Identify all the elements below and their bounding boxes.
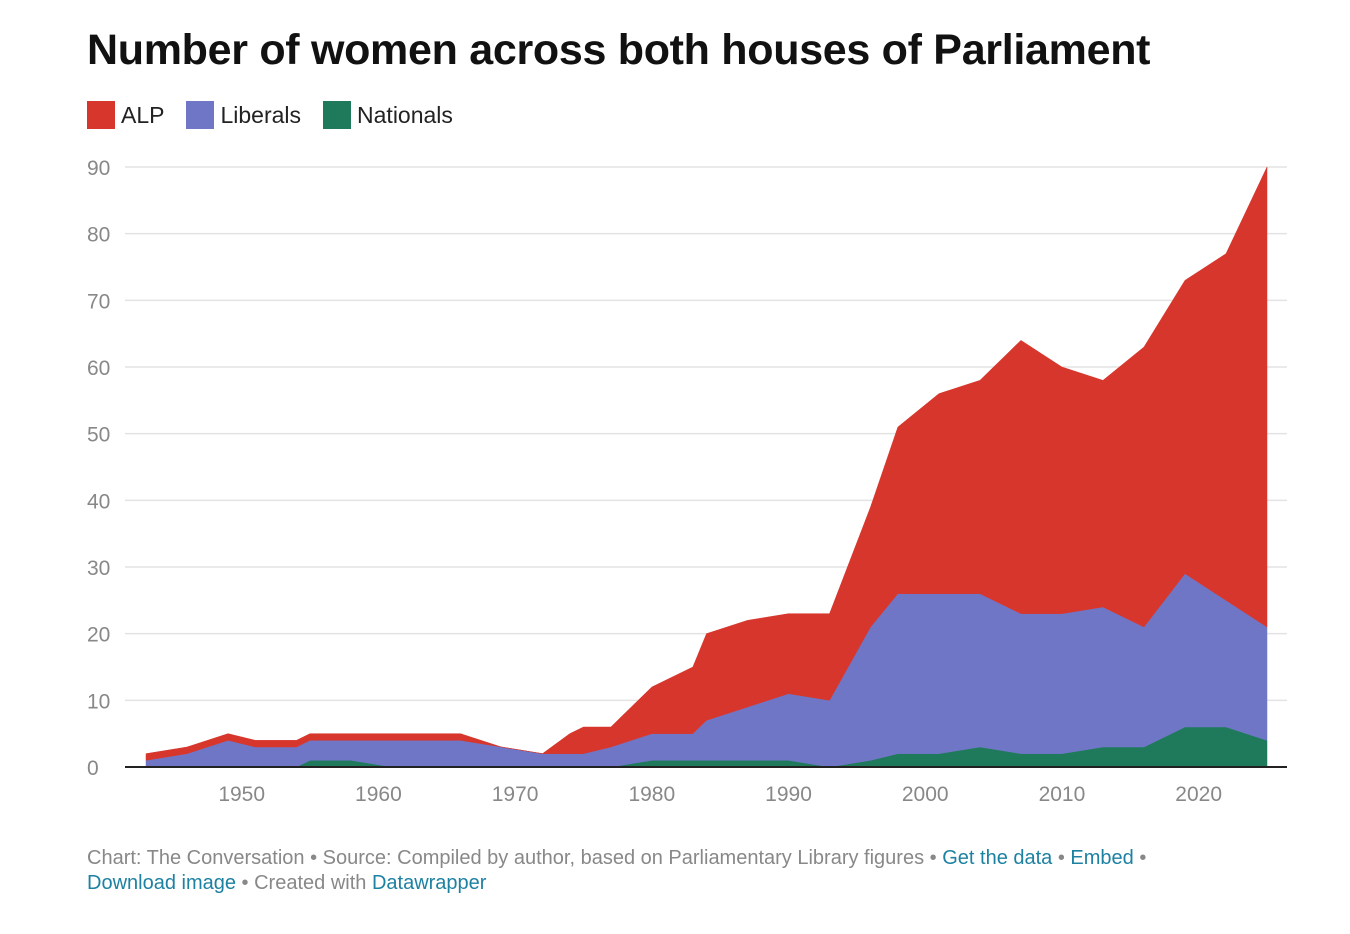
download-image-link[interactable]: Download image <box>87 872 236 894</box>
embed-link[interactable]: Embed <box>1070 847 1134 869</box>
x-tick-label-1970: 1970 <box>492 783 539 806</box>
area-alp <box>145 166 1268 761</box>
created-with-text: Created with <box>254 872 367 894</box>
footer-separator: • <box>1052 847 1071 869</box>
x-tick-label-2000: 2000 <box>902 783 949 806</box>
legend-label-nationals: Nationals <box>357 101 453 128</box>
x-tick-label-1980: 1980 <box>628 783 675 806</box>
footer-separator: • <box>235 872 255 894</box>
footer-separator: • <box>304 847 323 869</box>
legend-item-liberals: Liberals <box>186 101 301 129</box>
get-data-link[interactable]: Get the data <box>942 847 1053 869</box>
source-note: Source: Compiled by author, based on Par… <box>322 847 925 869</box>
y-tick-label-70: 70 <box>87 290 110 313</box>
x-tick-label-1950: 1950 <box>218 783 265 806</box>
legend: ALP Liberals Nationals <box>87 101 475 129</box>
y-tick-label-60: 60 <box>87 357 110 380</box>
legend-swatch-liberals <box>186 101 215 129</box>
footer: Chart: The Conversation • Source: Compil… <box>87 846 1287 896</box>
chart-credit: Chart: The Conversation <box>87 847 305 869</box>
y-tick-label-0: 0 <box>87 757 99 780</box>
y-tick-label-30: 30 <box>87 557 110 580</box>
legend-item-alp: ALP <box>87 101 164 129</box>
area-series <box>145 166 1268 768</box>
y-tick-label-90: 90 <box>87 157 110 180</box>
axes: 0 10 20 30 40 50 60 70 80 90 1950 1960 1970 1980 1990 2… <box>87 157 1287 806</box>
legend-label-liberals: Liberals <box>220 101 302 128</box>
chart-title: Number of women across both houses of Pa… <box>87 26 1151 74</box>
y-tick-label-50: 50 <box>87 424 110 447</box>
legend-item-nationals: Nationals <box>323 101 453 129</box>
legend-swatch-nationals <box>323 101 352 129</box>
datawrapper-link[interactable]: Datawrapper <box>371 872 487 894</box>
y-tick-label-80: 80 <box>87 224 110 247</box>
x-tick-label-1960: 1960 <box>355 783 402 806</box>
y-tick-label-40: 40 <box>87 490 110 513</box>
footer-separator: • <box>924 847 943 869</box>
legend-label-alp: ALP <box>121 101 165 128</box>
x-tick-label-2010: 2010 <box>1039 783 1086 806</box>
y-tick-label-20: 20 <box>87 624 110 647</box>
x-tick-label-2020: 2020 <box>1175 783 1222 806</box>
footer-separator: • <box>1133 847 1147 869</box>
y-tick-label-10: 10 <box>87 690 110 713</box>
legend-swatch-alp <box>87 101 115 129</box>
x-tick-label-1990: 1990 <box>765 783 812 806</box>
